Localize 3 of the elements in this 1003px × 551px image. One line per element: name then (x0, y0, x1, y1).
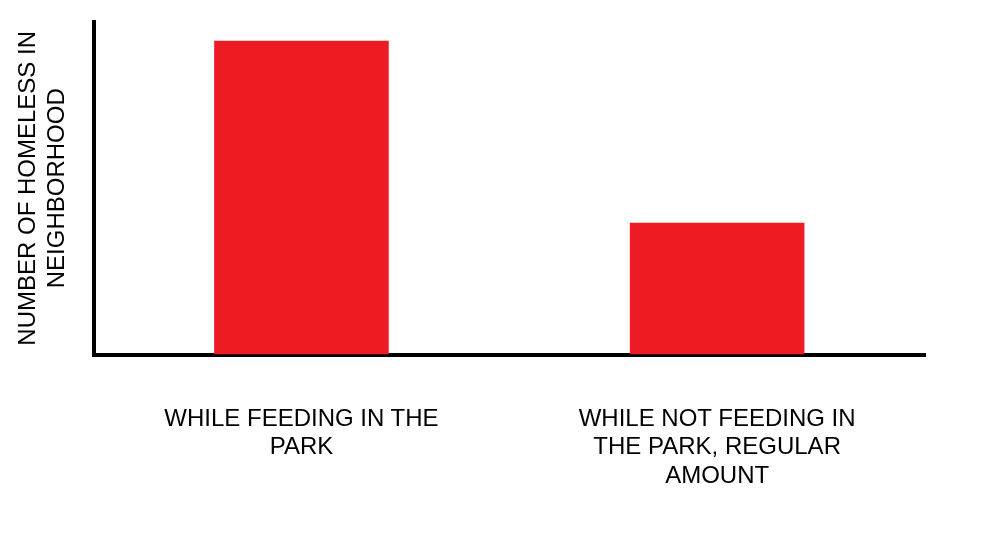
x-tick-label: WHILE NOT FEEDING IN THE PARK, REGULAR AMOUNT (578, 403, 856, 489)
y-axis-title: NUMBER OF HOMELESS IN NEIGHBORHOOD (13, 30, 69, 346)
x-tick-label: WHILE FEEDING IN THE PARK (164, 403, 439, 460)
